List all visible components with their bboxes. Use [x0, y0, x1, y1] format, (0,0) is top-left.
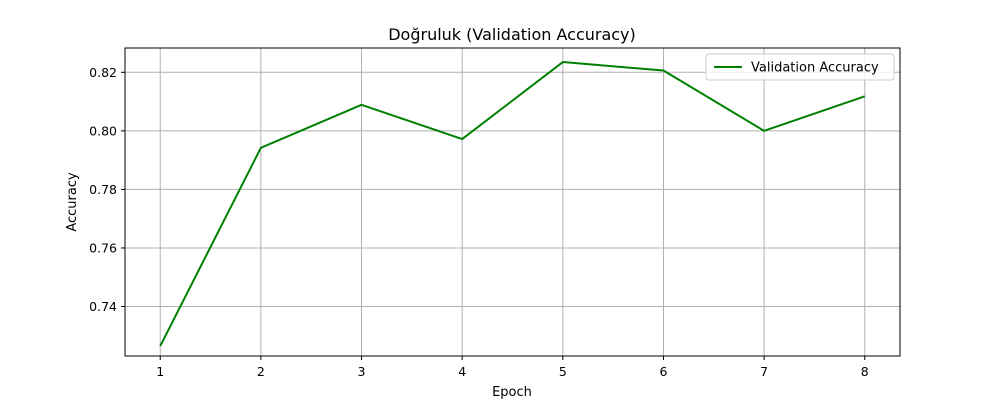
y-tick-label: 0.82	[89, 65, 117, 80]
y-tick-label: 0.74	[89, 299, 117, 314]
x-tick-label: 8	[861, 364, 869, 379]
x-tick-label: 6	[659, 364, 667, 379]
x-tick-label: 5	[559, 364, 567, 379]
x-tick-label: 2	[257, 364, 265, 379]
legend: Validation Accuracy	[705, 53, 895, 81]
series-line-validation-accuracy	[159, 61, 866, 347]
y-axis-label: Accuracy	[65, 172, 80, 232]
plot-frame	[124, 47, 901, 357]
chart-title: Doğruluk (Validation Accuracy)	[388, 25, 636, 44]
x-tick-label: 3	[358, 364, 366, 379]
y-tick-label: 0.76	[89, 240, 117, 255]
y-tick-label: 0.78	[89, 182, 117, 197]
axis-ticks: 1 2 3 4 5 6 7 8 0.74 0.76 0.78 0.80 0.82	[89, 65, 869, 379]
legend-box	[705, 53, 895, 81]
x-tick-label: 1	[156, 364, 164, 379]
grid-lines	[125, 48, 900, 356]
x-axis-label: Epoch	[492, 385, 532, 400]
x-tick-label: 4	[458, 364, 466, 379]
legend-label-validation-accuracy: Validation Accuracy	[751, 61, 879, 76]
series-layer	[159, 61, 866, 347]
y-tick-label: 0.80	[89, 123, 117, 138]
x-tick-label: 7	[760, 364, 768, 379]
